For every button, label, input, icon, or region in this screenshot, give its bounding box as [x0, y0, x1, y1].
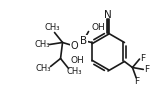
- Text: B: B: [80, 36, 87, 45]
- Text: OH: OH: [71, 56, 84, 65]
- Text: CH₃: CH₃: [67, 67, 82, 76]
- Text: CH₃: CH₃: [45, 23, 60, 32]
- Text: OH: OH: [92, 23, 105, 32]
- Text: O: O: [71, 42, 78, 51]
- Text: CH₃: CH₃: [36, 64, 51, 73]
- Text: F: F: [140, 54, 145, 63]
- Text: F: F: [134, 77, 139, 86]
- Text: F: F: [144, 65, 149, 74]
- Text: N: N: [104, 10, 112, 20]
- Text: CH₃: CH₃: [35, 40, 50, 49]
